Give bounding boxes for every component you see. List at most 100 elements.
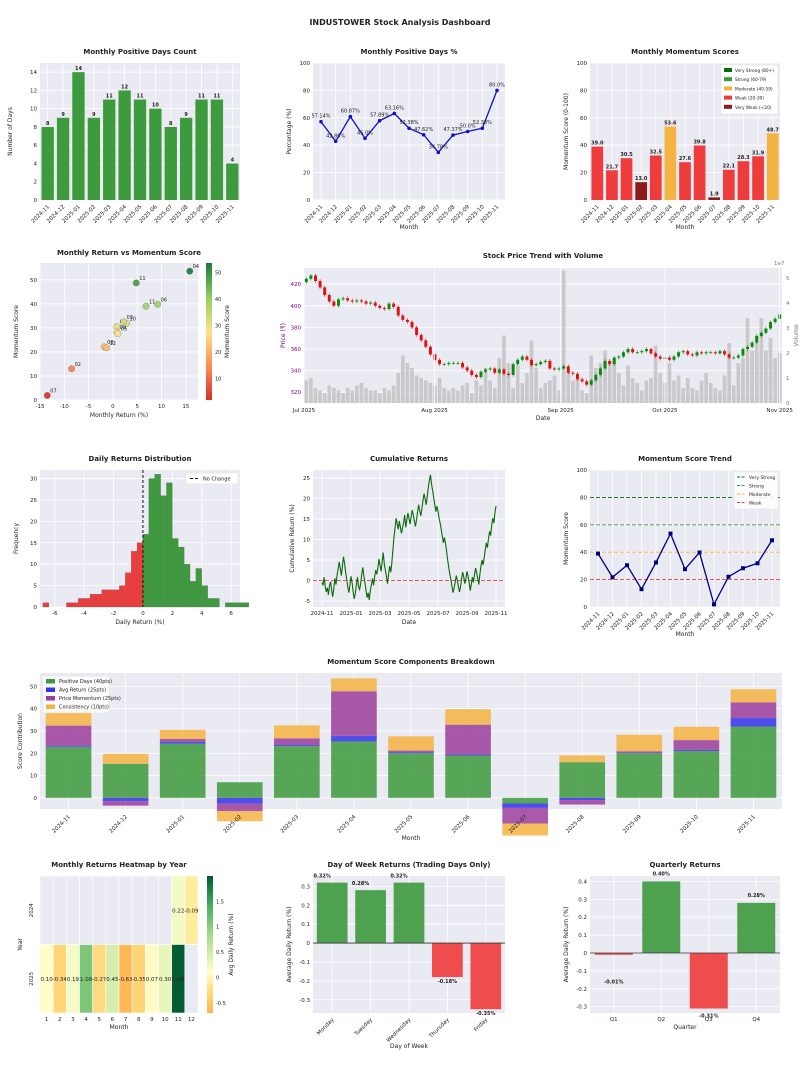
- volume-bar: [672, 380, 676, 403]
- stacked-legend-label: Price Momentum (25pts): [59, 696, 121, 702]
- pos-days-title: Monthly Positive Days Count: [83, 48, 197, 56]
- momentum-bar-label: 13.0: [635, 176, 648, 182]
- heatmap-xlabel: Month: [110, 1024, 129, 1031]
- volume-bar: [561, 270, 566, 403]
- dist-histogram-bar: [131, 551, 138, 608]
- trend-legend-label: Weak: [749, 501, 762, 507]
- stacked-ytick-label: 50: [30, 684, 37, 690]
- price-candle: [672, 356, 676, 360]
- volume-bar: [336, 390, 341, 403]
- dist-histogram-bar: [207, 598, 214, 608]
- price-candle: [419, 334, 423, 341]
- trend-group: 0 20 40 60 80 100 Very Strong Strong Moderate Wea…: [563, 455, 780, 638]
- scatter-ytick-label: 10: [30, 374, 37, 380]
- pos-days-bar: [226, 163, 239, 200]
- stacked-bar-segment: [216, 811, 263, 822]
- dow-bar: [432, 943, 463, 978]
- volume-bar: [722, 375, 727, 403]
- price-xlabel: Date: [536, 415, 551, 422]
- pos-pct-point: [392, 111, 397, 116]
- price-xtick-label: Oct 2025: [652, 408, 678, 414]
- momentum-legend-label: Moderate (40-59): [735, 86, 773, 92]
- heatmap-title: Monthly Returns Heatmap by Year: [51, 861, 187, 869]
- cum-xtick-label: 2025-11: [485, 611, 508, 617]
- price-candle: [350, 300, 354, 302]
- volume-bar: [433, 385, 437, 403]
- scatter-point-label: 11: [149, 299, 155, 305]
- stacked-legend: Positive Days (40pts) Avg Return (25pts) P…: [42, 675, 121, 714]
- volume-bar: [685, 378, 690, 403]
- dist-ytick-label: 20: [30, 519, 37, 525]
- stacked-bar-segment: [445, 755, 491, 798]
- volume-bar: [387, 390, 391, 403]
- heatmap-xtick-label: 11: [175, 1017, 182, 1023]
- dow-xtick-label: Friday: [473, 1017, 490, 1034]
- volume-ytick-label: 0: [786, 401, 790, 407]
- cum-xtick-label: 2025-07: [427, 611, 450, 617]
- momentum-bar-label: 22.1: [723, 164, 736, 170]
- heatmap-cell-label: 0.22: [172, 908, 184, 914]
- stacked-bar-segment: [45, 746, 92, 798]
- price-candle: [764, 328, 768, 333]
- dist-histogram-bar: [166, 482, 173, 608]
- pos-days-bar-label: 10: [152, 103, 159, 109]
- cum-ylabel: Cumulative Return (%): [289, 504, 296, 572]
- stacked-bar-segment: [616, 753, 663, 798]
- momentum-bar-label: 39.0: [591, 141, 604, 147]
- momentum-bar: [635, 182, 647, 200]
- dist-ytick-label: 30: [30, 477, 37, 483]
- scatter-xtick-label: -15: [36, 404, 45, 410]
- quarter-ylabel: Average Daily Return (%): [563, 907, 570, 983]
- quarter-xtick-label: Q4: [752, 1017, 760, 1023]
- dow-ytick-label: -0.3: [299, 998, 310, 1004]
- volume-bar: [658, 373, 663, 403]
- momentum-ytick-label: 60: [580, 116, 587, 122]
- price-candle: [474, 374, 478, 378]
- price-plot-area: [304, 268, 782, 403]
- pos-pct-point: [363, 136, 367, 141]
- quarter-xtick-label: Q2: [657, 1017, 665, 1023]
- volume-bar: [332, 388, 336, 403]
- dist-histogram-bar: [66, 602, 73, 608]
- volume-bar: [768, 338, 773, 403]
- price-candle: [456, 363, 460, 364]
- stacked-bar-segment: [388, 736, 434, 751]
- pos-days-bar-label: 9: [92, 112, 96, 118]
- cum-xtick-label: 2025-05: [398, 611, 421, 617]
- price-candle: [424, 340, 428, 347]
- price-ytick-label: 420: [291, 282, 302, 288]
- scatter-ytick-label: 0: [34, 398, 38, 404]
- price-candle: [470, 370, 474, 375]
- pos-days-bar: [41, 126, 54, 200]
- scatter-point-label: 03: [127, 315, 133, 321]
- pos-pct-point-label: 63.16%: [385, 105, 404, 111]
- pos-pct-point-label: 47.37%: [443, 127, 462, 133]
- scatter-point-label: 05: [121, 327, 127, 333]
- stacked-bar-segment: [502, 803, 548, 808]
- volume-bar: [695, 390, 699, 403]
- dow-ytick-label: 0.2: [301, 903, 310, 909]
- trend-ytick-label: 40: [580, 550, 587, 556]
- heatmap-cell-label: 0.07: [146, 977, 159, 983]
- dashboard-title: INDUSTOWER Stock Analysis Dashboard: [309, 18, 491, 27]
- price-candle: [635, 352, 639, 354]
- dist-histogram-bar: [107, 589, 114, 608]
- momentum-legend-label: Strong (60-79): [735, 77, 767, 83]
- volume-bar: [460, 385, 465, 403]
- price-candle: [695, 352, 699, 356]
- heatmap-cell: [79, 875, 93, 945]
- momentum-bar-label: 39.8: [693, 139, 706, 145]
- price-candle: [658, 356, 662, 359]
- volume-bar: [575, 378, 580, 403]
- price-candle: [442, 364, 446, 365]
- volume-bar: [745, 318, 750, 403]
- pos-pct-point-label: 52.38%: [473, 120, 492, 126]
- dow-bar-label: 0.32%: [390, 874, 407, 880]
- scatter-point: [120, 318, 127, 326]
- volume-bar: [437, 378, 442, 403]
- dow-bar: [393, 882, 425, 944]
- scatter-xlabel: Monthly Return (%): [90, 412, 148, 419]
- volume-bar: [644, 380, 649, 403]
- volume-bar: [612, 358, 617, 403]
- volume-bar: [548, 380, 552, 403]
